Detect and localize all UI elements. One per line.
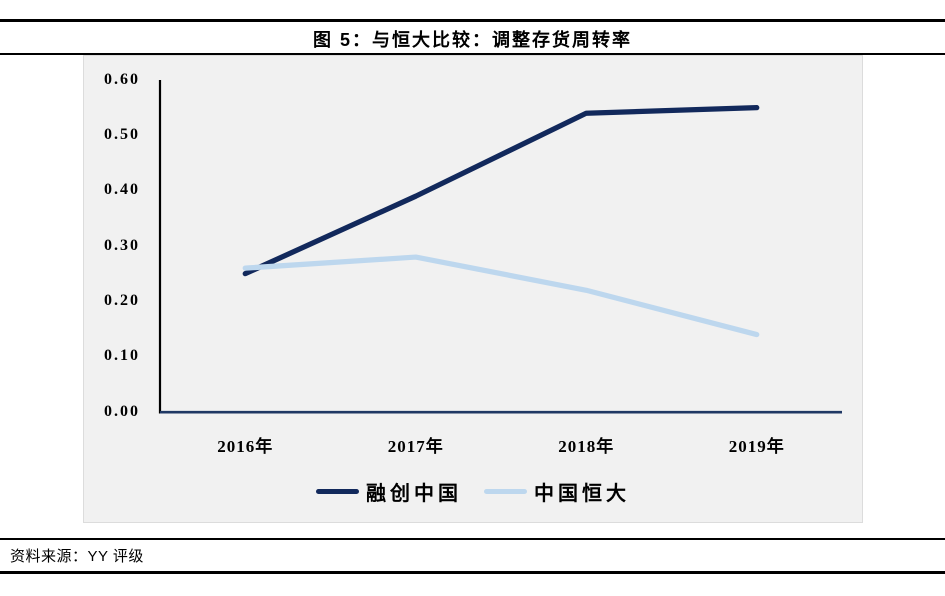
y-axis-tick-label: 0.00 — [104, 402, 140, 420]
source-divider-top — [0, 537, 945, 540]
x-axis-tick-label: 2017年 — [387, 436, 444, 456]
chart-legend: 融创中国 中国恒大 — [84, 477, 862, 506]
line-chart — [158, 79, 842, 414]
y-axis-tick-label: 0.20 — [104, 291, 140, 309]
x-axis-tick-label: 2016年 — [217, 436, 274, 456]
title-divider — [0, 52, 945, 55]
source-divider-bottom — [0, 571, 945, 574]
legend-line-icon — [316, 488, 359, 494]
y-axis-tick-label: 0.60 — [104, 70, 140, 88]
legend-label: 融创中国 — [366, 482, 462, 505]
top-divider — [0, 19, 945, 22]
legend-line-icon — [484, 488, 527, 494]
legend-item: 中国恒大 — [484, 477, 630, 506]
y-axis-tick-label: 0.50 — [104, 125, 140, 143]
x-axis-tick-label: 2018年 — [558, 436, 615, 456]
x-axis-tick-label: 2019年 — [728, 436, 785, 456]
figure-title: 图 5：与恒大比较：调整存货周转率 — [312, 30, 632, 50]
legend-item: 融创中国 — [316, 477, 462, 506]
y-axis-tick-label: 0.30 — [104, 236, 140, 254]
y-axis-tick-label: 0.40 — [104, 181, 140, 199]
source-text: 资料来源：YY 评级 — [10, 548, 144, 565]
y-axis-tick-label: 0.10 — [104, 347, 140, 365]
chart-panel: 0.60 0.50 0.40 0.30 0.20 0.10 0.00 2016年 2017年 2… — [83, 54, 863, 523]
series-line-1 — [242, 253, 760, 337]
legend-label: 中国恒大 — [534, 482, 630, 505]
series-line-0 — [242, 104, 760, 276]
